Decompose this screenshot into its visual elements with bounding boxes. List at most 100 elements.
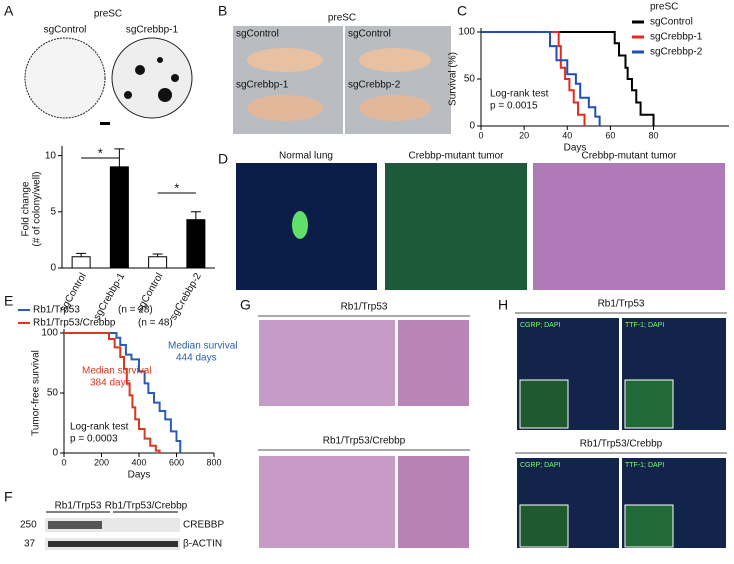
dish-image [24,37,106,119]
x-tick-label: 0 [61,457,66,467]
y-axis-label: Survival (%) [448,52,459,106]
x-tick-label: 400 [131,457,146,467]
annotation: * [98,145,103,160]
x-axis-label: Days [128,470,151,481]
label: CGRP; DAPI [520,322,561,329]
y-tick-label: 50 [464,74,476,85]
x-tick-label: 200 [94,457,109,467]
y-tick-label: 100 [41,328,58,339]
error-bar [76,252,87,257]
he-image [259,320,395,406]
label: CGRP; DAPI [520,462,561,469]
label: Crebbp-mutant tumor [581,151,677,162]
legend-label: Rb1/Trp53/Crebbp [33,318,116,329]
legend-count: (n = 48) [138,318,173,329]
x-tick-label: 80 [649,130,659,140]
he-image [259,456,395,548]
annotation: p = 0.0003 [70,434,118,445]
bar [109,166,129,269]
images [24,26,727,550]
annotation: Median survival [168,341,237,352]
panel-letter: A [4,3,14,19]
label: sgControl [348,29,391,40]
label: TTF-1; DAPI [625,322,664,329]
x-tick-label: 600 [169,457,184,467]
label: Rb1/Trp53 [598,299,645,310]
bar [186,219,206,269]
annotation: * [174,180,179,195]
he-image [398,456,469,548]
x-axis-label: Days [564,143,587,154]
microscopy-image [533,163,725,290]
legend-count: (n = 28) [118,305,153,316]
label: sgCrebbp-1 [236,80,289,91]
x-tick-label: 20 [519,130,529,140]
panel-letter: B [218,3,227,19]
label: Crebbp-mutant tumor [408,151,504,162]
label: Rb1/Trp53/Crebbp [580,439,663,450]
label: Rb1/Trp53/Crebbp [105,501,188,512]
y-axis-label: Tumor-free survival [31,350,42,436]
annotation: 384 days [90,378,131,389]
bar [71,256,91,269]
panel-letter: C [457,3,467,19]
survival-line [481,31,586,126]
survival-line [481,31,655,126]
panel-letter: D [218,151,228,167]
panel-letter: H [498,297,508,313]
annotation: 444 days [176,353,217,364]
dish-image [111,37,193,119]
panel-letter: F [4,489,13,505]
panel-title: preSC [94,9,122,20]
microscopy-image [385,163,527,290]
legend-title: preSC [650,2,678,13]
survival-line [481,31,601,126]
annotation: Log-rank test [490,89,549,100]
x-tick-label: 0 [478,130,483,140]
label: 37 [24,539,36,550]
y-axis-label: (# of colony/well) [32,171,43,246]
error-bar [152,253,163,257]
x-tick-label: 40 [562,130,572,140]
label: 250 [20,520,37,531]
y-tick-label: 5 [50,206,56,217]
panel-letter: G [240,297,251,313]
label: Rb1/Trp53 [55,501,102,512]
y-tick-label: 100 [458,27,475,38]
label: Rb1/Trp53 [341,302,388,313]
legend-label: sgCrebbp-2 [650,47,703,58]
annotation: Median survival [82,366,151,377]
legend-label: sgCrebbp-1 [650,32,703,43]
bar [148,256,168,269]
label: TTF-1; DAPI [625,462,664,469]
label: CREBBP [183,520,224,531]
annotation: Log-rank test [70,422,129,433]
survival-line [64,332,161,453]
label: β-ACTIN [183,539,222,550]
x-tick-label: sgCrebbp-2 [168,271,204,322]
y-tick-label: 0 [469,121,475,132]
label: sgCrebbp-2 [348,80,401,91]
label: Normal lung [279,151,333,162]
y-tick-label: 0 [50,263,56,274]
annotation: p = 0.0015 [490,101,538,112]
survival-line [64,332,182,453]
label: sgControl [236,29,279,40]
error-bar [190,211,201,220]
label: sgCrebbp-1 [126,25,179,36]
label: Rb1/Trp53/Crebbp [323,436,406,447]
y-tick-label: 10 [45,150,57,161]
y-axis-label: Fold change [21,181,32,236]
y-tick-label: 0 [52,448,58,459]
x-tick-label: 60 [605,130,615,140]
legend-label: Rb1/Trp53 [33,305,80,316]
legend-label: sgControl [650,17,693,28]
panel-letter: E [4,293,13,309]
he-image [398,320,469,406]
panel-title: preSC [328,13,356,24]
y-tick-label: 50 [47,388,59,399]
x-tick-label: 800 [206,457,221,467]
label: sgControl [44,25,87,36]
